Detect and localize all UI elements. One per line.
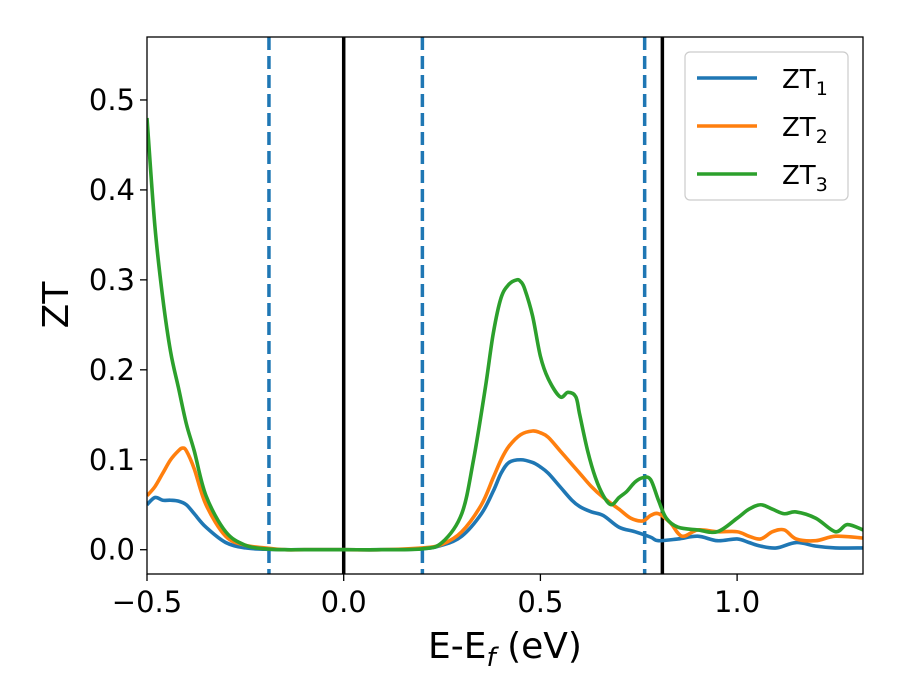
y-axis-label: ZT: [36, 281, 77, 329]
x-tick-labels: −0.5 0.0 0.5 1.0: [112, 585, 760, 619]
y-tick-label: 0.4: [89, 173, 135, 207]
legend-label-zt3: ZT3: [782, 161, 828, 196]
y-tick-label: 0.5: [89, 83, 135, 117]
x-tick-label: 0.5: [517, 585, 563, 619]
x-axis-label: E-Ef (eV): [428, 626, 582, 673]
series-line-zt3: [147, 117, 863, 552]
x-tick-label: 0.0: [321, 585, 367, 619]
y-tick-label: 0.0: [89, 533, 135, 567]
y-tick-label: 0.2: [89, 353, 135, 387]
y-tick-labels: 0.0 0.1 0.2 0.3 0.4 0.5: [89, 83, 135, 567]
series-line-zt2: [147, 429, 863, 552]
plot-frame: [146, 36, 864, 575]
legend-box: [684, 51, 849, 201]
series-lines: [147, 117, 863, 552]
y-tick-label: 0.1: [89, 443, 135, 477]
legend: ZT1 ZT2 ZT3: [684, 51, 849, 201]
y-tick-label: 0.3: [89, 263, 135, 297]
x-tick-label: −0.5: [112, 585, 182, 619]
series-line-zt1: [147, 457, 863, 552]
legend-label-zt1: ZT1: [782, 65, 828, 100]
reference-lines: [267, 37, 665, 574]
legend-label-zt2: ZT2: [782, 113, 828, 148]
axis-ticks: [140, 99, 738, 581]
x-tick-label: 1.0: [714, 585, 760, 619]
